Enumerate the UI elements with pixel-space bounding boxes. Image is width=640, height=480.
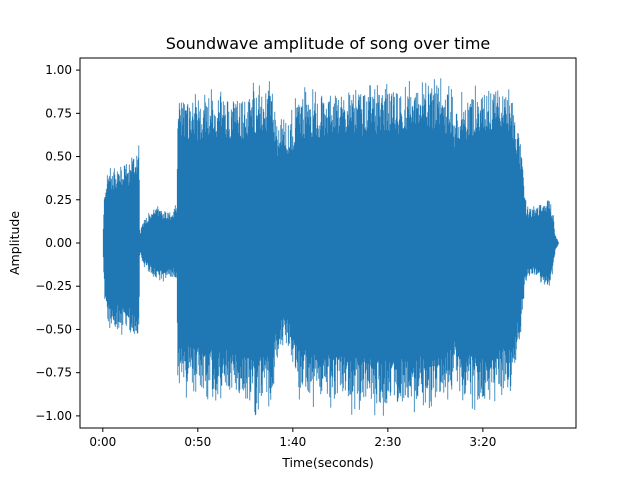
y-axis-label: Amplitude [7,211,22,275]
x-axis: 0:00 0:50 1:40 2:30 3:20 [89,428,496,449]
waveform-series [102,78,560,416]
x-tick-label: 0:00 [89,435,116,449]
y-tick-label: −0.75 [35,366,72,380]
y-tick-label: 1.00 [45,63,72,77]
x-tick-label: 3:20 [469,435,496,449]
y-tick-label: −1.00 [35,409,72,423]
y-tick-label: 0.25 [45,193,72,207]
x-axis-label: Time(seconds) [281,455,373,470]
y-tick-label: −0.50 [35,322,72,336]
y-tick-label: −0.25 [35,279,72,293]
x-tick-label: 2:30 [374,435,401,449]
plot-area [79,57,577,429]
x-tick-label: 0:50 [184,435,211,449]
y-tick-label: 0.50 [45,150,72,164]
y-axis: −1.00 −0.75 −0.50 −0.25 0.00 0.25 0.50 0.75 1.00 [35,63,80,423]
y-tick-label: 0.75 [45,106,72,120]
chart-title: Soundwave amplitude of song over time [166,34,491,53]
y-tick-label: 0.00 [45,236,72,250]
x-tick-label: 1:40 [279,435,306,449]
